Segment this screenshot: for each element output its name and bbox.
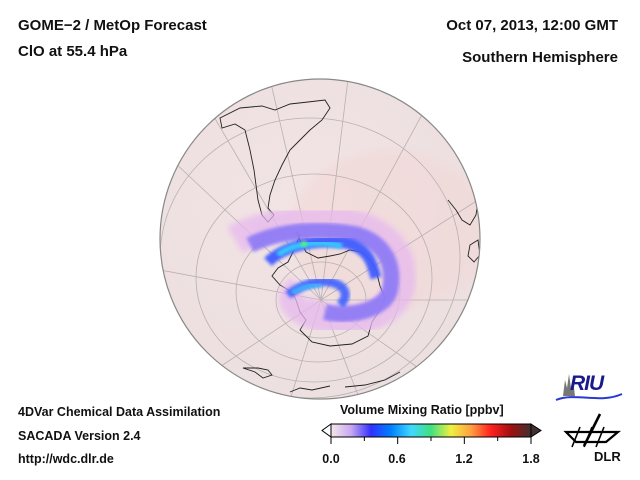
riu-logo-text: RIU bbox=[570, 372, 604, 395]
coastline-antarctica bbox=[271, 231, 386, 347]
forecast-date: Oct 07, 2013, 12:00 GMT bbox=[446, 17, 618, 34]
dlr-logo-wing bbox=[563, 430, 622, 444]
colorbar-tick-label: 0.0 bbox=[322, 452, 340, 466]
colorbar-ticks bbox=[330, 437, 532, 444]
footer-method: 4DVar Chemical Data Assimilation bbox=[18, 405, 221, 419]
globe-outline bbox=[159, 78, 481, 400]
colorbar-over-triangle bbox=[530, 423, 542, 438]
colorbar-under-triangle bbox=[321, 423, 332, 438]
coastline-south-america bbox=[219, 99, 331, 223]
colorbar-tick-label: 0.6 bbox=[388, 452, 406, 466]
graticule bbox=[160, 79, 480, 399]
river-wave-icon bbox=[555, 393, 623, 401]
title-species-level: ClO at 55.4 hPa bbox=[18, 43, 128, 60]
clo-plume bbox=[227, 205, 416, 335]
title-instrument: GOME−2 / MetOp Forecast bbox=[18, 17, 207, 34]
dlr-logo bbox=[563, 413, 622, 448]
colorbar-title: Volume Mixing Ratio [ppbv] bbox=[340, 403, 504, 417]
cathedral-icon bbox=[563, 374, 575, 396]
dlr-logo-grid bbox=[571, 426, 605, 448]
colorbar bbox=[321, 423, 542, 444]
riu-logo bbox=[555, 374, 623, 401]
hemisphere-label: Southern Hemisphere bbox=[462, 49, 618, 66]
colorbar-bar bbox=[330, 423, 532, 438]
coastline-islands bbox=[242, 367, 401, 393]
dlr-logo-text: DLR bbox=[594, 449, 621, 464]
footer-version: SACADA Version 2.4 bbox=[18, 429, 141, 443]
colorbar-tick-label: 1.2 bbox=[455, 452, 473, 466]
footer-url[interactable]: http://wdc.dlr.de bbox=[18, 452, 114, 466]
globe bbox=[159, 78, 481, 400]
coastline-madagascar bbox=[467, 239, 480, 263]
colorbar-tick-label: 1.8 bbox=[522, 452, 540, 466]
